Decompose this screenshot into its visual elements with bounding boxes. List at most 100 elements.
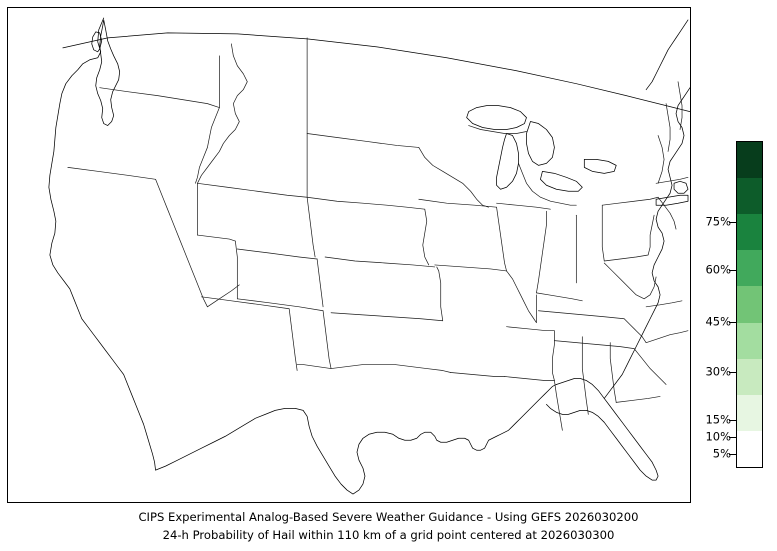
border-pa-ny (601, 196, 659, 206)
border-wi-il (496, 202, 551, 210)
cape-cod (673, 180, 689, 194)
border-nj-ny (657, 196, 677, 230)
michigan-lower (518, 163, 577, 206)
border-ca-nv (155, 178, 208, 308)
border-nm-tx (296, 310, 332, 369)
border-va-nc (645, 300, 683, 308)
border-id-mt (197, 43, 248, 184)
border-ga-fl (615, 396, 661, 403)
pacific-coastline (91, 31, 103, 53)
colorbar-band-5 (737, 250, 762, 287)
border-al-ga (609, 342, 617, 403)
conus-map (48, 17, 690, 495)
border-ar-tx-ok (450, 372, 505, 377)
lake-erie (540, 170, 583, 192)
border-tn-nc (623, 318, 647, 343)
border-la-ms (554, 380, 563, 431)
border-ne-ks (324, 256, 436, 268)
colorbar-band-2 (737, 358, 762, 395)
border-tn-al-ga (554, 340, 635, 349)
colorbar-label-30: 30% (705, 364, 731, 379)
caption-line-1: CIPS Experimental Analog-Based Severe We… (138, 510, 639, 524)
lake-huron (526, 121, 555, 166)
west-coast (48, 17, 156, 471)
border-or-id (195, 107, 220, 184)
border-or-ca (67, 167, 156, 180)
puget-sound (95, 19, 121, 126)
border-ks-mo (436, 266, 444, 322)
border-wy-co (236, 248, 318, 260)
border-il-in (536, 210, 547, 294)
colorbar-band-1 (737, 394, 762, 431)
caption-line-2: 24-h Probability of Hail within 110 km o… (162, 527, 615, 542)
border-nd-sd (306, 133, 420, 148)
border-ky-tn (538, 310, 625, 320)
border-ia-mo (434, 264, 507, 272)
border-co-nm (236, 298, 324, 312)
colorbar-tick-5 (729, 454, 736, 455)
colorbar-label-75: 75% (705, 214, 731, 229)
michigan-upper-peninsula (468, 125, 527, 134)
colorbar-band-0 (737, 430, 762, 467)
border-mo-ar (506, 326, 555, 332)
lake-ontario (583, 159, 617, 174)
colorbar-tick-30 (729, 372, 736, 373)
border-ar-la (504, 376, 555, 381)
colorbar-label-5: 5% (712, 446, 731, 461)
florida-coastline (546, 378, 659, 481)
colorbar-band-6 (737, 214, 762, 251)
colorbar-label-60: 60% (705, 262, 731, 277)
canada-border (62, 32, 690, 112)
colorbar-tick-45 (729, 322, 736, 323)
lake-michigan (496, 133, 519, 190)
colorbar-label-15: 15% (705, 412, 731, 427)
border-mo-il (506, 270, 537, 324)
border-ks-ok (330, 312, 444, 322)
border-co-ks (316, 258, 324, 308)
border-vt-nh (665, 103, 671, 152)
border-ar-ms (552, 330, 555, 381)
border-ne-ia (422, 208, 430, 266)
gulf-coastline (398, 384, 557, 451)
colorbar-tick-75 (729, 222, 736, 223)
probability-colorbar (736, 141, 763, 468)
border-wv-va (603, 262, 657, 300)
map-frame (7, 7, 691, 503)
border-pa-md-wv (603, 214, 655, 262)
border-ia-il (496, 206, 507, 272)
colorbar-tick-10 (729, 437, 736, 438)
colorbar-label-10: 10% (705, 429, 731, 444)
border-sd-ne (306, 196, 426, 210)
colorbar-group: 75% 60% 45% 30% 15% 10% 5% (700, 130, 770, 480)
border-nv-ut (197, 234, 236, 242)
border-mn-wi (418, 147, 489, 208)
border-nv-az (207, 284, 240, 308)
border-ok-tx (330, 364, 452, 373)
long-island (655, 194, 689, 206)
northeast-coastline (645, 19, 689, 91)
border-ms-al (581, 336, 589, 415)
colorbar-tick-60 (729, 270, 736, 271)
border-ma-ct-ri (655, 176, 689, 184)
border-ny-vt-nh (657, 135, 665, 184)
border-nh-me (677, 81, 683, 130)
colorbar-band-3 (737, 322, 762, 359)
border-ut-az (201, 296, 290, 310)
border-mt-wy (197, 182, 308, 198)
caption: CIPS Experimental Analog-Based Severe We… (0, 509, 777, 544)
border-wa-or (99, 87, 220, 108)
border-in-ky (536, 292, 583, 302)
colorbar-label-45: 45% (705, 314, 731, 329)
colorbar-band-4 (737, 286, 762, 323)
border-az-nm (288, 308, 298, 371)
border-nc-sc (645, 330, 689, 343)
colorbar-band-8 (737, 142, 762, 179)
border-ut-co (234, 240, 238, 300)
colorbar-band-7 (737, 178, 762, 215)
colorbar-tick-15 (729, 420, 736, 421)
atlantic-coastline (603, 87, 690, 399)
border-wy-ne (306, 196, 316, 258)
lake-superior (466, 105, 527, 130)
border-sc-ga (633, 348, 667, 385)
